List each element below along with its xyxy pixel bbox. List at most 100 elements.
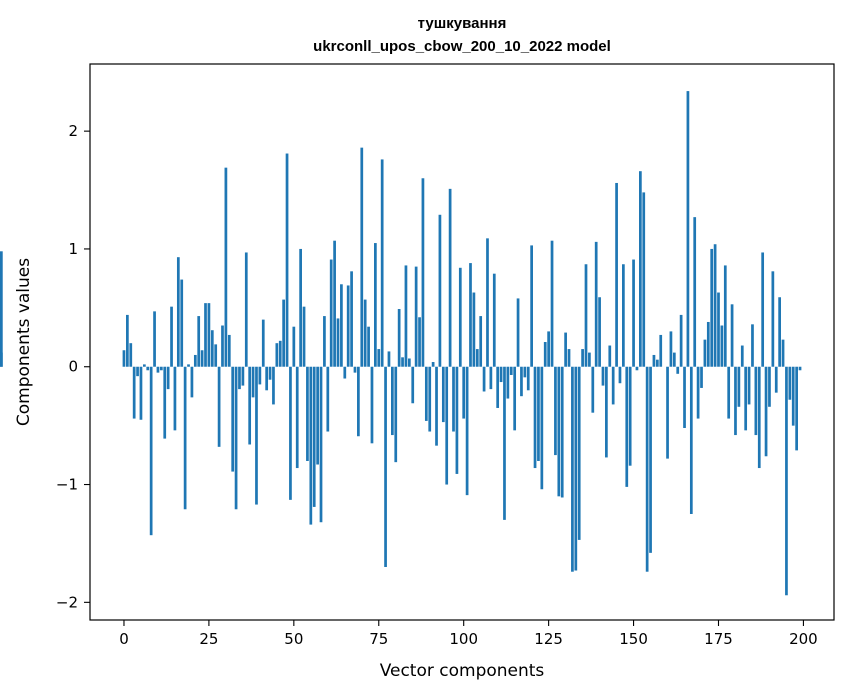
bar-5: [139, 366, 143, 420]
bar-109: [492, 273, 496, 367]
bar-56: [312, 366, 316, 507]
bar-48: [285, 153, 289, 367]
bar-1: [126, 314, 129, 367]
bar-106: [482, 366, 486, 392]
y-tick-label: −2: [56, 593, 78, 611]
x-axis-label: Vector components: [380, 661, 545, 681]
bar-138: [591, 366, 595, 413]
bar-88: [421, 178, 425, 367]
bar-185: [751, 324, 754, 367]
bar-8: [149, 366, 153, 536]
bar-69: [357, 366, 360, 437]
x-tick-label: 175: [704, 630, 733, 648]
bar-23: [200, 350, 204, 367]
bar-72: [367, 326, 370, 367]
bar-99: [458, 267, 462, 367]
bar-197: [791, 366, 795, 426]
bar-30: [224, 167, 228, 367]
bar-95: [445, 366, 449, 485]
bar-161: [669, 331, 673, 367]
bar-107: [486, 238, 489, 367]
bar-166: [686, 91, 690, 367]
bar-119: [526, 366, 530, 391]
y-tick-label: 1: [68, 240, 78, 258]
y-tick-label: 2: [68, 122, 78, 140]
bar-171: [703, 339, 707, 367]
bar-54: [306, 366, 309, 461]
bar-94: [441, 366, 445, 423]
bar-13: [166, 366, 170, 390]
bar-153: [642, 192, 646, 367]
bar-136: [584, 264, 588, 367]
bar-151: [635, 366, 639, 371]
x-tick-label: 50: [284, 630, 303, 648]
bar-12: [163, 366, 167, 439]
bar-96: [448, 188, 452, 367]
bar-104: [475, 349, 479, 367]
bar-175: [717, 292, 720, 367]
bar-89: [424, 366, 428, 421]
bar-112: [503, 366, 506, 520]
bar-125: [547, 331, 550, 367]
bar-32: [231, 366, 235, 472]
x-tick-label: 125: [534, 630, 563, 648]
bar-14: [170, 306, 173, 367]
bar-7: [146, 366, 150, 371]
bar-61: [329, 259, 333, 367]
bar-28: [217, 366, 221, 447]
bar-116: [516, 298, 520, 367]
bar-19: [187, 364, 190, 367]
bar-110: [496, 366, 500, 408]
bar-129: [560, 366, 564, 498]
bar-36: [244, 252, 248, 367]
bar-92: [435, 366, 438, 446]
plot-frame: [89, 63, 835, 621]
bar-196: [788, 366, 792, 400]
bar-133: [574, 366, 578, 571]
bar-173: [710, 248, 714, 367]
x-tick-label: 0: [119, 630, 129, 648]
bar-65: [343, 366, 347, 379]
bar-183: [744, 366, 748, 431]
bar-53: [302, 306, 306, 367]
bar-43: [268, 366, 272, 380]
bar-58: [319, 366, 323, 523]
bar-154: [645, 366, 649, 572]
bar-190: [768, 366, 771, 407]
bar-73: [370, 366, 374, 444]
bar-35: [241, 366, 245, 386]
bar-27: [214, 344, 218, 367]
bar-81: [397, 309, 401, 367]
bar-137: [588, 352, 591, 367]
bar-148: [625, 366, 629, 487]
bar-77: [384, 366, 387, 567]
bar-122: [537, 366, 540, 461]
bar-6: [143, 364, 146, 367]
bar-39: [255, 366, 258, 505]
bar-52: [299, 248, 302, 367]
bar-64: [340, 284, 343, 367]
bar-105: [479, 316, 483, 367]
bar-undefined: [0, 251, 3, 367]
chart-subtitle: ukrconll_upos_cbow_200_10_2022 model: [313, 38, 611, 55]
bar-174: [713, 244, 717, 367]
bar-135: [581, 349, 584, 367]
bar-74: [374, 243, 377, 367]
bar-126: [550, 240, 554, 367]
bar-128: [557, 366, 561, 497]
bar-51: [295, 366, 299, 469]
bar-79: [391, 366, 394, 436]
bar-80: [394, 366, 398, 463]
bar-21: [193, 354, 197, 367]
x-tick-label: 75: [369, 630, 388, 648]
x-axis-ticks: 0 25 50 75 100 125 150 175 200: [119, 620, 818, 648]
bar-182: [740, 345, 744, 367]
bar-102: [469, 263, 472, 367]
bar-25: [207, 303, 211, 367]
bar-10: [156, 366, 160, 373]
bar-3: [132, 366, 136, 419]
bar-82: [401, 357, 404, 367]
bar-31: [227, 334, 231, 367]
bar-20: [190, 366, 194, 398]
y-axis-ticks: −2 −1 0 1 2: [56, 122, 90, 611]
